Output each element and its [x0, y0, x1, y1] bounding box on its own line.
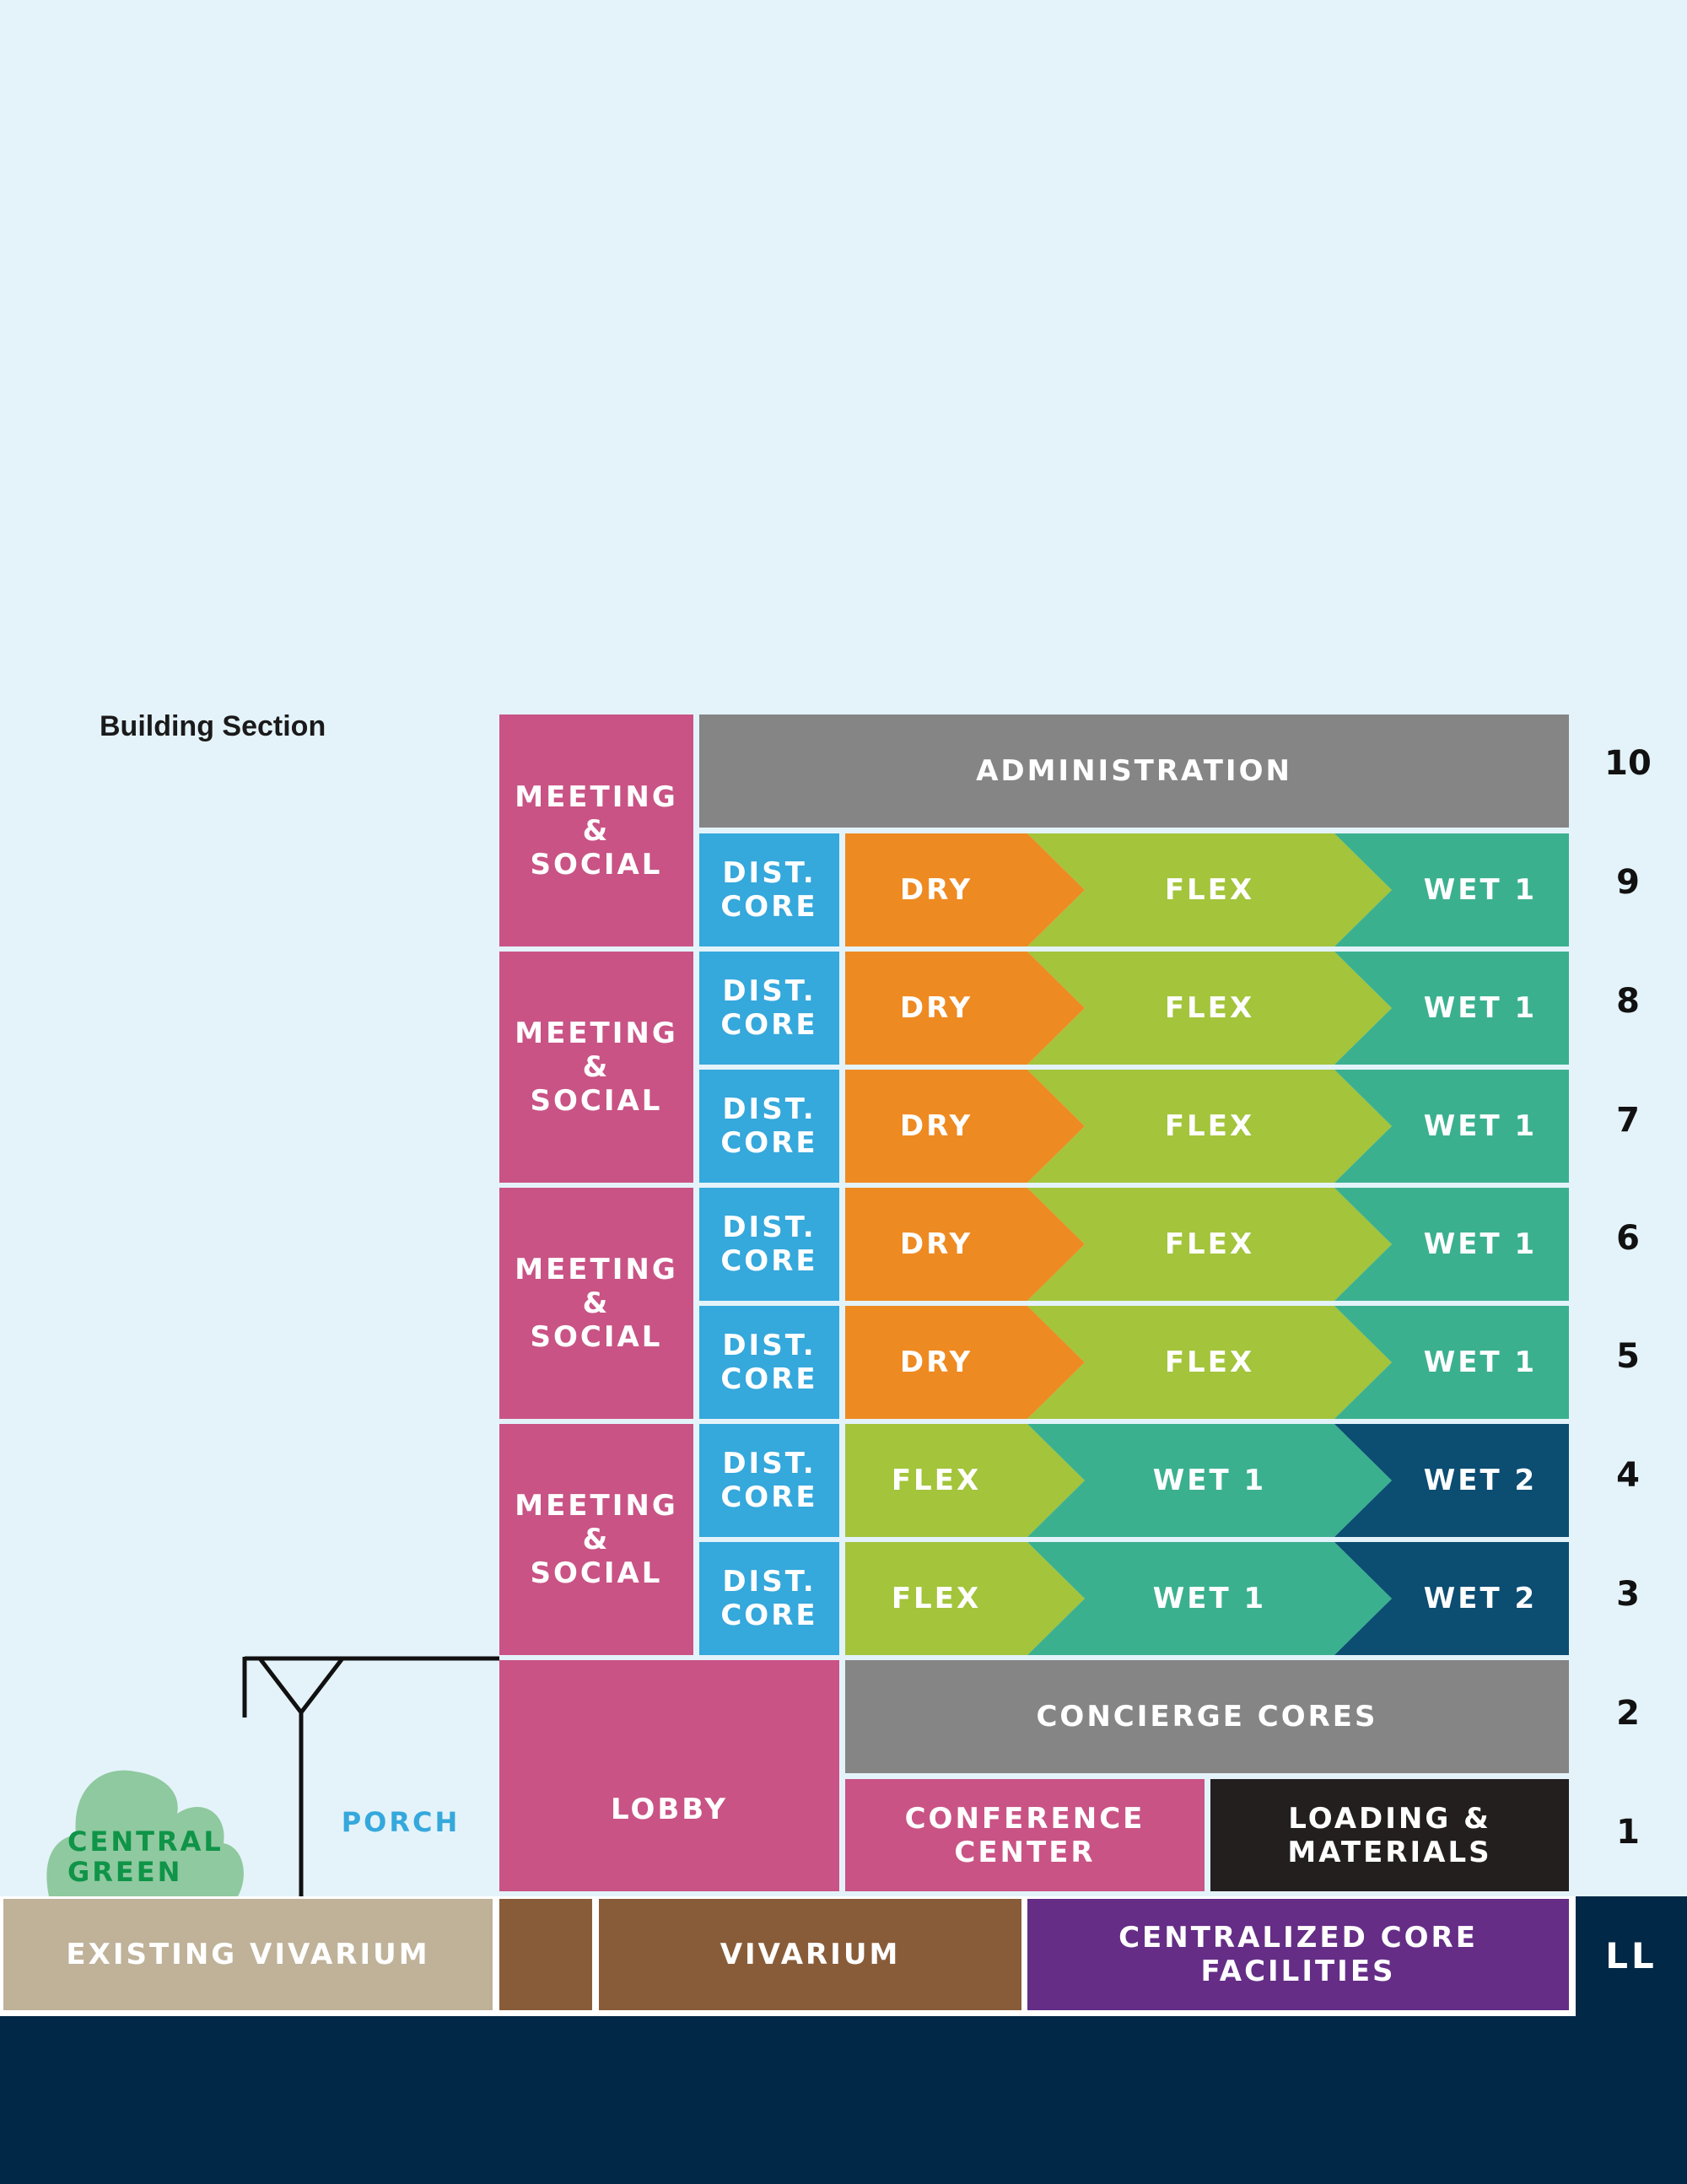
zone-dry-level-6: DRY [845, 1188, 1085, 1301]
zone-flex-level-8: FLEX [1027, 952, 1392, 1065]
zone-wet-1-level-3: WET 1 [1027, 1542, 1392, 1655]
level-7-label: 7 [1616, 1101, 1640, 1140]
meeting-social-block-8-7: MEETING & SOCIAL [499, 952, 693, 1183]
zone-flex-level-6: FLEX [1027, 1188, 1392, 1301]
level-ll-label: LL [1605, 1935, 1657, 1976]
concierge-cores-block: CONCIERGE CORES [845, 1660, 1569, 1773]
zone-wet-1-level-4: WET 1 [1027, 1424, 1392, 1537]
level-4-label: 4 [1616, 1456, 1640, 1495]
level-9-label: 9 [1616, 863, 1640, 902]
meeting-social-block-6-5: MEETING & SOCIAL [499, 1188, 693, 1419]
vivarium-block: VIVARIUM [599, 1899, 1021, 2010]
level-5-label: 5 [1616, 1337, 1640, 1376]
zone-wet-1-level-6: WET 1 [1334, 1188, 1569, 1301]
zone-wet-1-level-9: WET 1 [1334, 833, 1569, 946]
dist-core-9: DIST. CORE [699, 833, 839, 946]
zone-flex-level-4: FLEX [845, 1424, 1085, 1537]
ground-band [0, 2016, 1687, 2184]
level-8-label: 8 [1616, 982, 1640, 1021]
existing-vivarium-block: EXISTING VIVARIUM [3, 1899, 493, 2010]
meeting-social-block-10-9: MEETING & SOCIAL [499, 715, 693, 946]
administration-block: ADMINISTRATION [699, 715, 1569, 828]
zone-flex-level-9: FLEX [1027, 833, 1392, 946]
zone-dry-level-8: DRY [845, 952, 1085, 1065]
dist-core-6: DIST. CORE [699, 1188, 839, 1301]
dist-core-3: DIST. CORE [699, 1542, 839, 1655]
level-6-label: 6 [1616, 1219, 1640, 1258]
zone-wet-1-level-7: WET 1 [1334, 1070, 1569, 1183]
central-green-label: CENTRAL GREEN [67, 1825, 224, 1888]
lobby-block: LOBBY [499, 1660, 839, 1891]
level-10-label: 10 [1604, 744, 1652, 783]
vivarium-small-block [499, 1899, 592, 2010]
meeting-social-block-4-3: MEETING & SOCIAL [499, 1424, 693, 1655]
conference-center-block: CONFERENCE CENTER [845, 1779, 1205, 1891]
zone-dry-level-5: DRY [845, 1306, 1085, 1419]
dist-core-8: DIST. CORE [699, 952, 839, 1065]
dist-core-5: DIST. CORE [699, 1306, 839, 1419]
porch-label: PORCH [341, 1806, 461, 1838]
zone-dry-level-9: DRY [845, 833, 1085, 946]
ll-level-block [1576, 1896, 1687, 2016]
central-green-bush [46, 1770, 244, 1896]
level-3-label: 3 [1616, 1575, 1640, 1614]
centralized-core-facilities-block: CENTRALIZED CORE FACILITIES [1027, 1899, 1569, 2010]
zone-flex-level-5: FLEX [1027, 1306, 1392, 1419]
zone-flex-level-3: FLEX [845, 1542, 1085, 1655]
level-1-label: 1 [1616, 1813, 1640, 1852]
dist-core-7: DIST. CORE [699, 1070, 839, 1183]
loading-materials-block: LOADING & MATERIALS [1210, 1779, 1569, 1891]
zone-dry-level-7: DRY [845, 1070, 1085, 1183]
zone-flex-level-7: FLEX [1027, 1070, 1392, 1183]
dist-core-4: DIST. CORE [699, 1424, 839, 1537]
diagram-title: Building Section [100, 710, 326, 742]
level-2-label: 2 [1616, 1694, 1640, 1733]
porch-canopy [242, 1656, 499, 1896]
